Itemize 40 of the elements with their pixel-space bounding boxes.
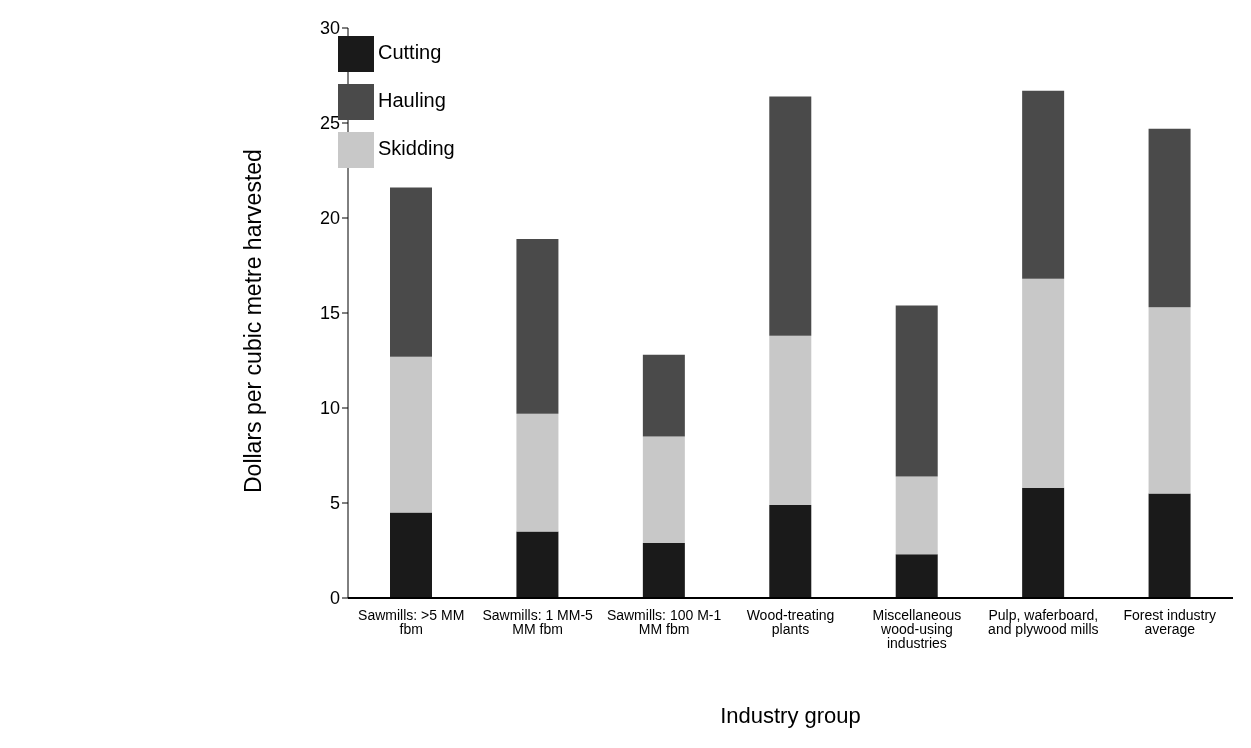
bar [390,187,432,357]
bar [516,413,559,532]
legend-label: Hauling [378,89,446,111]
bar [895,476,938,555]
bar [516,238,559,414]
y-tick-label: 30 [319,18,340,39]
x-tick-label: Miscellaneous wood-using industries [872,606,962,651]
bar [642,354,685,437]
y-tick-label: 20 [319,208,340,229]
y-tick-label: 10 [319,398,340,419]
bar [390,512,432,598]
x-tick-label: Sawmills: 100 M-1 MM fbm [606,606,722,637]
y-tick-label: 5 [329,493,340,514]
bar [1022,278,1065,488]
x-tick-label: Pulp, waferboard, and plywood mills [988,606,1099,637]
bar [769,504,812,598]
x-tick-label: Sawmills: >5 MM fbm [358,606,465,637]
y-tick-label: 25 [319,113,340,134]
x-tick-label: Sawmills: 1 MM-5 MM fbm [482,606,594,637]
bar [1022,90,1065,279]
bar [516,531,559,598]
bar [1148,128,1191,308]
bar [895,554,938,598]
bar [642,436,685,543]
y-axis-title: Dollars per cubic metre harvested [240,149,267,493]
y-tick-label: 15 [319,303,340,324]
bar [895,305,938,477]
bar [642,542,685,598]
legend-label: Cutting [378,41,442,63]
bar [1148,307,1191,494]
x-tick-label: Forest industry average [1123,606,1217,637]
bar [769,96,812,336]
bar [1148,493,1191,598]
x-tick-label: Wood-treating plants [746,606,835,637]
bar [390,356,432,513]
bar [769,335,812,505]
x-axis-title: Industry group [720,703,861,728]
bar [1022,487,1065,598]
legend-label: Skidding [378,137,455,159]
y-tick-label: 0 [329,588,340,609]
